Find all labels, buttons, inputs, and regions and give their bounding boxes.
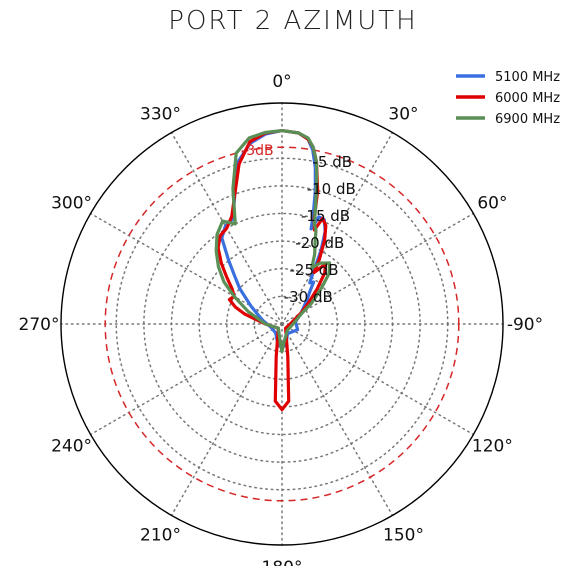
radial-tick-label: -5 dB [313,153,353,171]
radial-tick-label: -30 dB [284,288,333,306]
angle-tick-label: 120° [472,437,513,457]
series-line [214,129,332,354]
angular-gridline [281,131,394,325]
angular-gridline [170,323,283,517]
grid-layer [60,102,504,546]
angle-tick-label: 180° [262,558,303,566]
angle-tick-label: 270° [19,315,60,335]
angle-tick-label: 240° [51,437,92,457]
angular-gridline [89,212,283,325]
angle-tick-label: 300° [51,194,92,214]
radial-tick-label: -10 dB [307,180,356,198]
radial-tick-label: -20 dB [295,234,344,252]
label-layer: 0° 30° 60° -90° 120° 150° 180° 210° 240° 270° 300°… [19,72,544,566]
angular-gridline [281,323,475,436]
angle-tick-label: 30° [388,105,418,125]
legend-label: 6000 MHz [495,91,560,106]
radial-tick-label: -15 dB [301,207,350,225]
angle-tick-label: 60° [477,194,507,214]
angle-tick-label: 210° [140,525,181,545]
legend: 5100 MHz 6000 MHz 6900 MHz [456,70,560,127]
reference-circle [104,146,460,502]
angle-tick-label: -90° [507,315,543,335]
angle-tick-label: 150° [383,525,424,545]
angular-gridline [89,323,283,436]
angle-tick-label: 0° [272,72,291,92]
radial-tick-label: -25 dB [290,261,339,279]
angular-gridline [281,212,475,325]
series-layer [214,129,332,412]
angular-gridline [281,323,394,517]
legend-label: 5100 MHz [495,70,560,85]
chart-title: PORT 2 AZIMUTH [168,6,418,36]
legend-label: 6900 MHz [495,112,560,127]
angle-tick-label: 330° [140,105,181,125]
reference-circle-label: -3dB [241,143,273,159]
outer-circle [60,102,504,546]
